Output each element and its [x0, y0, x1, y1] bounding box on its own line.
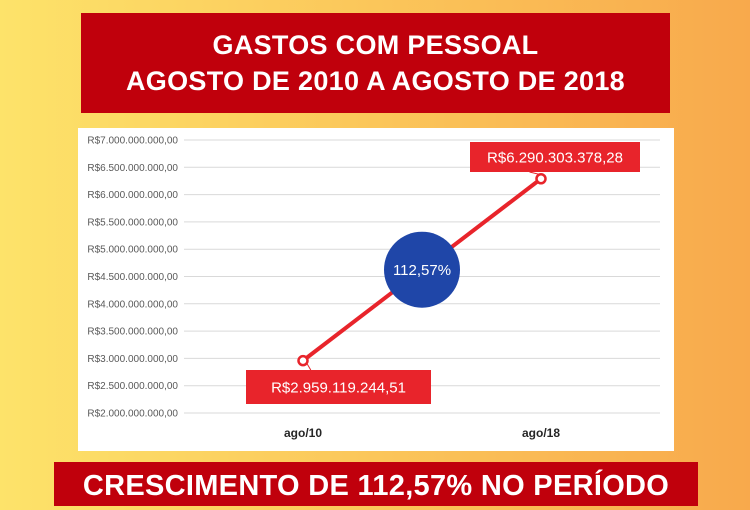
y-tick-label: R$6.500.000.000,00 [87, 163, 178, 174]
y-tick-label: R$5.000.000.000,00 [87, 245, 178, 256]
y-tick-label: R$3.500.000.000,00 [87, 327, 178, 338]
x-tick-label: ago/18 [522, 426, 560, 440]
x-tick-label: ago/10 [284, 426, 322, 440]
y-tick-label: R$2.000.000.000,00 [87, 409, 178, 420]
y-tick-label: R$4.500.000.000,00 [87, 272, 178, 283]
title-banner: GASTOS COM PESSOAL AGOSTO DE 2010 A AGOS… [81, 13, 670, 113]
data-label-leader [529, 171, 542, 176]
data-label-box [470, 142, 640, 172]
data-point [535, 172, 547, 185]
chart-area: R$2.000.000.000,00 R$2.500.000.000,00 R$3.… [78, 128, 674, 451]
y-tick-label: R$4.000.000.000,00 [87, 299, 178, 310]
growth-bubble [384, 231, 460, 308]
y-tick-label: R$7.000.000.000,00 [87, 136, 178, 147]
y-tick-label: R$3.000.000.000,00 [87, 354, 178, 365]
title-line-1: GASTOS COM PESSOAL [212, 30, 539, 60]
growth-banner: CRESCIMENTO DE 112,57% NO PERÍODO [54, 462, 698, 506]
growth-percentage-label: 112,57% [393, 262, 451, 279]
y-tick-label: R$2.500.000.000,00 [87, 381, 178, 392]
data-point [297, 354, 309, 367]
title-line-2: AGOSTO DE 2010 A AGOSTO DE 2018 [126, 66, 625, 96]
data-label-leader [306, 363, 312, 371]
line-chart: R$2.000.000.000,00 R$2.500.000.000,00 R$3.… [87, 136, 660, 440]
data-label-box [246, 370, 431, 404]
y-tick-label: R$5.500.000.000,00 [87, 217, 178, 228]
data-label: R$2.959.119.244,51 [271, 380, 406, 397]
y-tick-label: R$6.000.000.000,00 [87, 190, 178, 201]
data-label: R$6.290.303.378,28 [487, 150, 623, 167]
